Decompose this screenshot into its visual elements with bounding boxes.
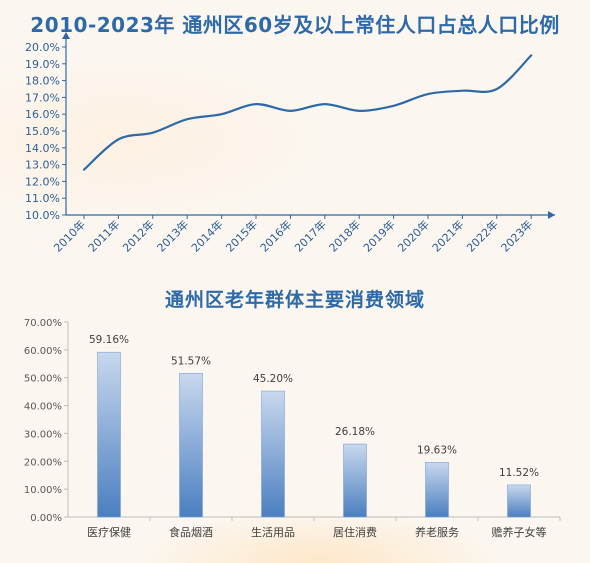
y-tick-label: 13.0% [25,159,60,172]
y-axis-arrow [62,32,70,39]
y-tick-label: 18.0% [25,75,60,88]
bar-category-label: 医疗保健 [87,525,131,539]
bar-y-tick-label: 50.00% [24,374,62,385]
bar [261,390,285,518]
bar-data-label: 11.52% [499,467,539,479]
bar-y-tick-label: 0.00% [30,513,62,524]
y-tick-label: 10.0% [25,209,60,222]
bar [507,484,531,518]
bar-chart-title: 通州区老年群体主要消费领域 [164,289,425,311]
bar-data-label: 19.63% [417,444,457,456]
bar-data-label: 59.16% [89,334,129,346]
line-chart: 20.0% 19.0% 18.0% 17.0% 16.0% 15.0% 14.0% 13.0%… [25,32,555,255]
bar [425,462,449,518]
bar-y-tick-label: 70.00% [24,318,62,329]
y-tick-label: 16.0% [25,108,60,121]
bar [343,443,367,518]
y-tick-label: 19.0% [25,58,60,71]
x-axis-arrow [548,211,555,219]
bar-category-label: 养老服务 [415,525,459,539]
bar-data-label: 51.57% [171,355,211,367]
bar [179,373,203,518]
y-tick-label: 17.0% [25,91,60,104]
bar-y-tick-label: 40.00% [24,402,62,413]
y-tick-label: 14.0% [25,142,60,155]
y-tick-label: 15.0% [25,125,60,138]
bar-data-label: 45.20% [253,373,293,385]
bar-y-tick-label: 20.00% [24,457,62,468]
bar-category-label: 赡养子女等 [492,525,547,539]
series-line [82,54,533,171]
bar-category-label: 生活用品 [251,525,295,539]
bar [97,351,121,518]
bar-category-label: 食品烟酒 [169,525,213,539]
bar-y-tick-label: 30.00% [24,429,62,440]
y-tick-label: 12.0% [25,175,60,188]
bar-category-label: 居住消费 [333,525,377,539]
bar-y-tick-label: 10.00% [24,485,62,496]
line-chart-title: 2010-2023年 通州区60岁及以上常住人口占总人口比例 [30,13,560,37]
bar-y-tick-label: 60.00% [24,346,62,357]
y-tick-label: 20.0% [25,41,60,54]
bar-data-label: 26.18% [335,426,375,438]
y-tick-label: 11.0% [25,192,60,205]
